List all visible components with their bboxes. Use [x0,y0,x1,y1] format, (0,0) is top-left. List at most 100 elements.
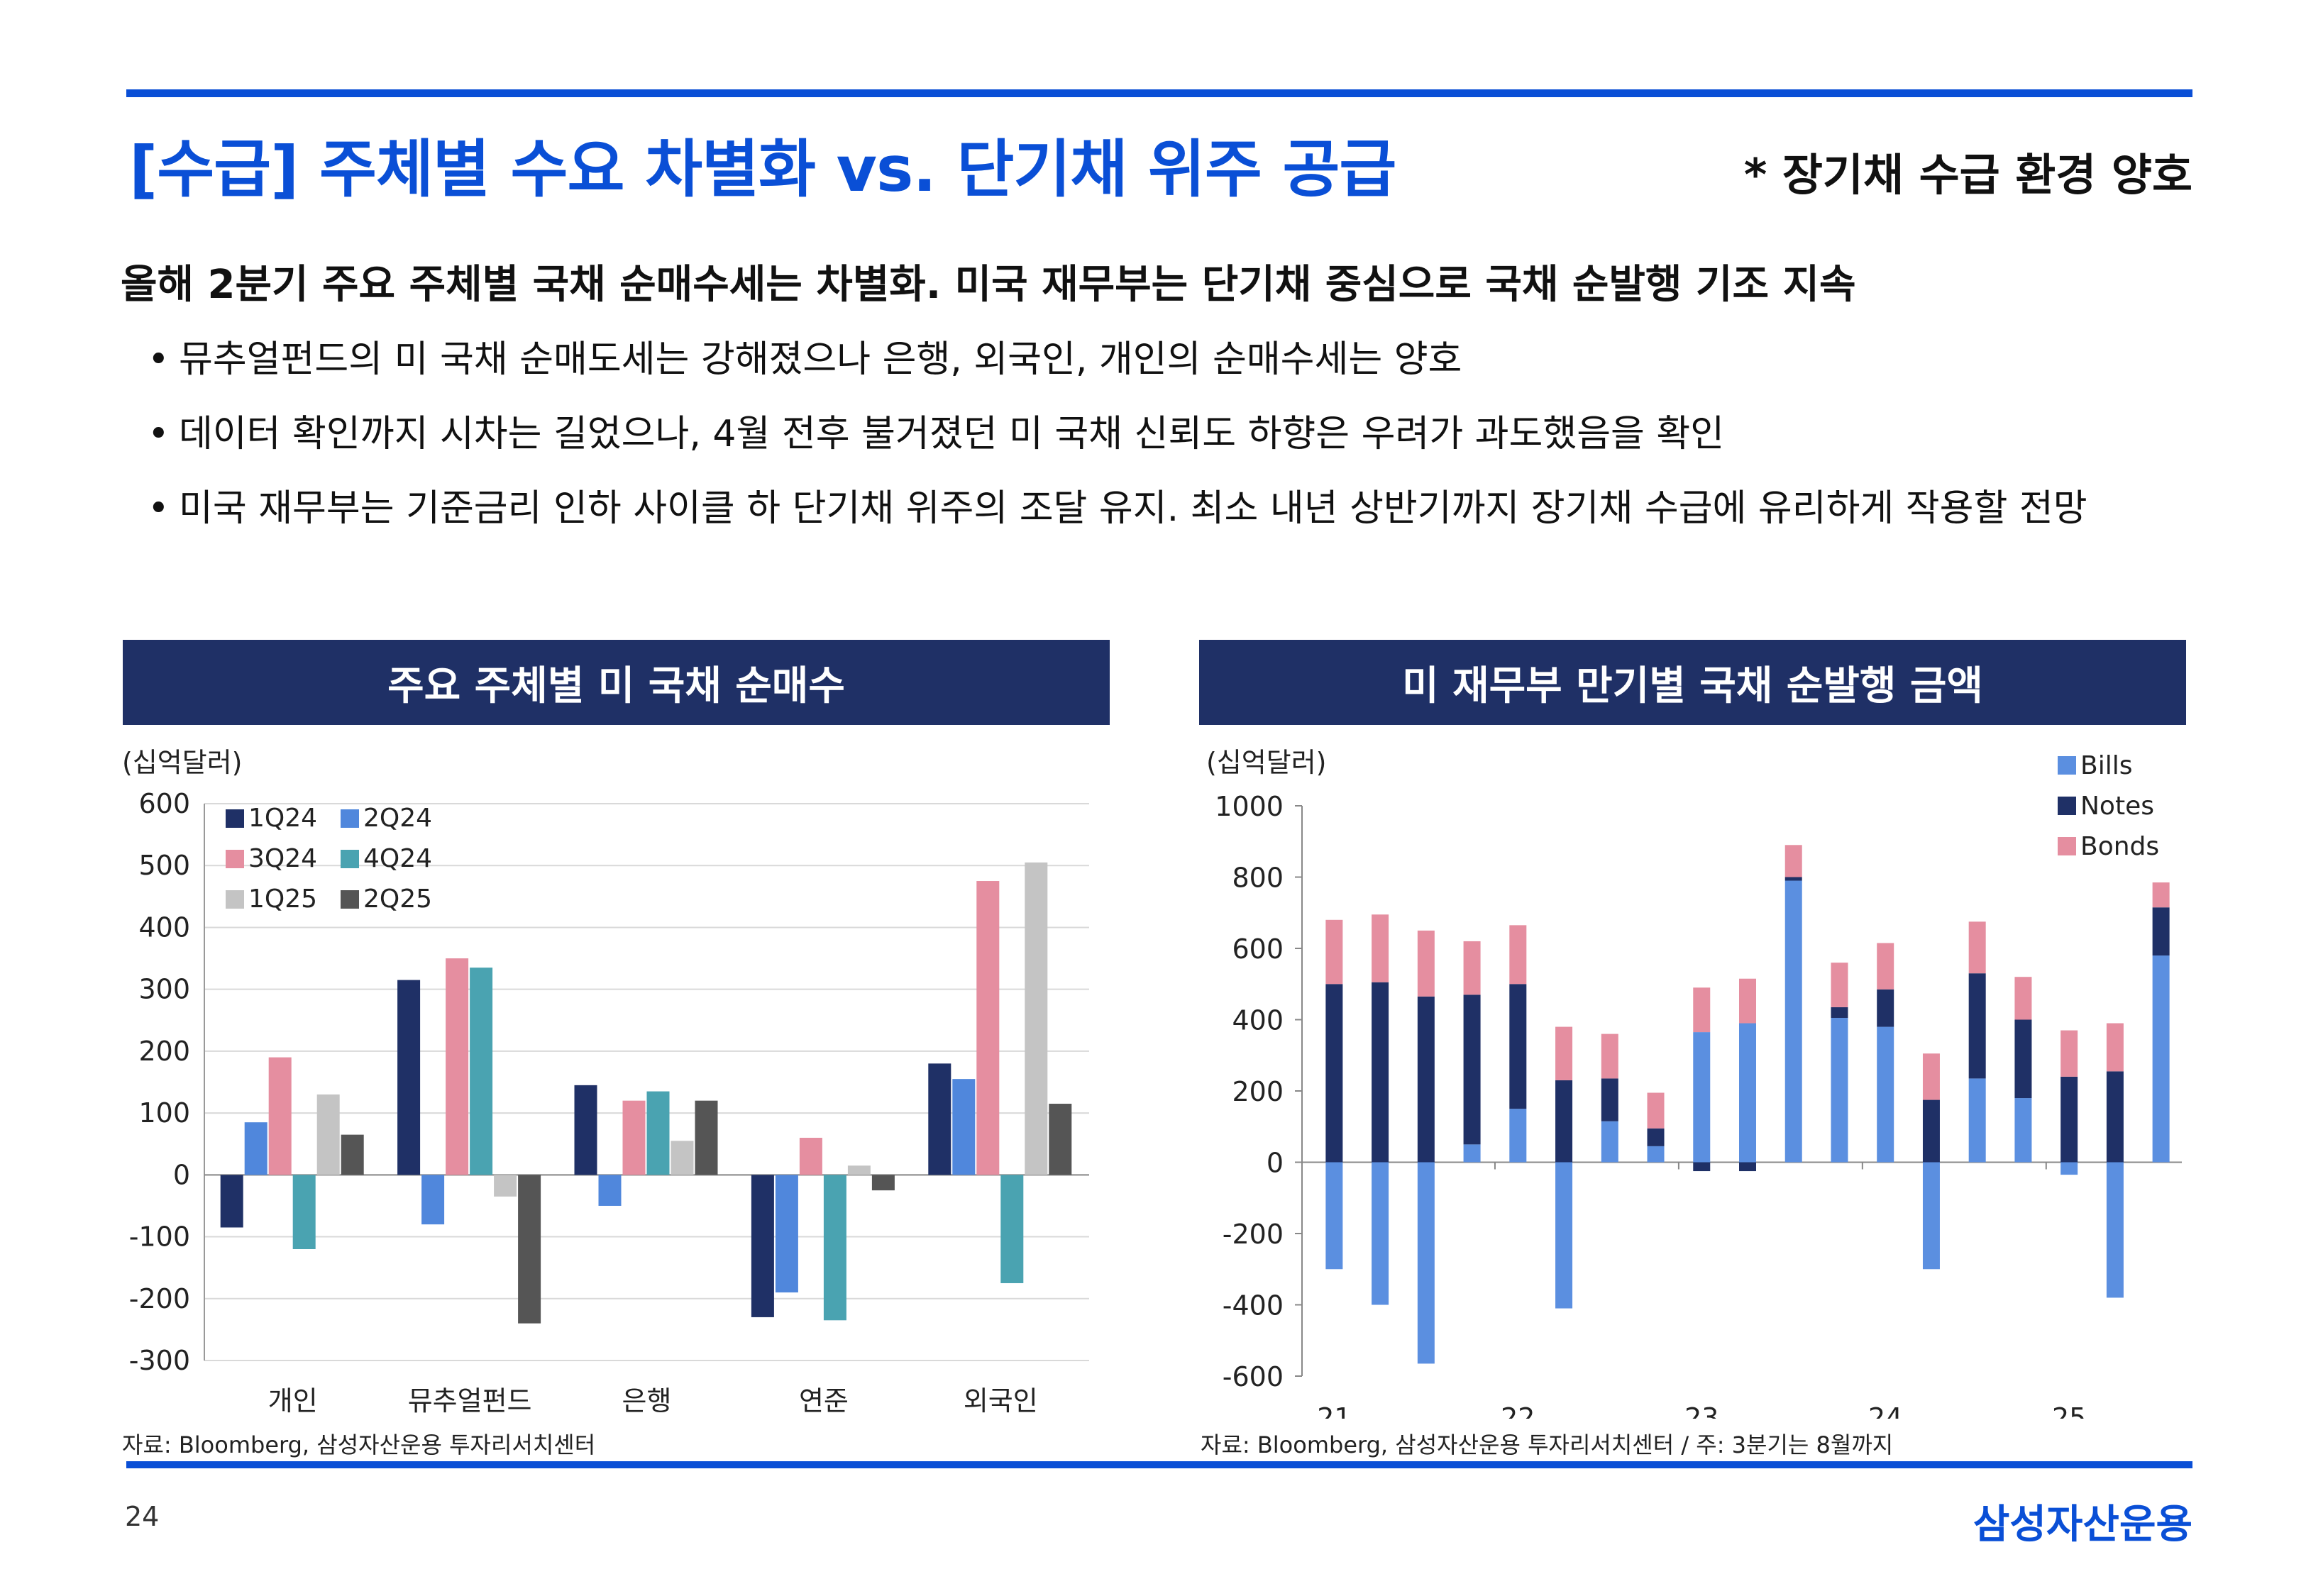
bar-bills [1509,1109,1527,1163]
bar-notes [2014,1019,2032,1099]
legend-swatch [341,850,359,868]
left-chart-header: 주요 주체별 미 국채 순매수 [123,640,1110,725]
legend-swatch [341,809,359,828]
left-chart: 600 500 400 300 200 100 0 -100 -200 -300 개인 뮤추얼펀드 은행… [129,788,1089,1417]
bottom-accent-line [126,1461,2192,1468]
y-tick-label: 300 [138,974,190,1005]
bar-2Q25 [518,1175,541,1324]
y-tick-label: 200 [1232,1076,1284,1107]
legend-label: Notes [2080,792,2154,821]
bar-bonds [1372,914,1389,982]
y-tick-label: 200 [138,1036,190,1067]
y-tick-label: -100 [129,1221,190,1253]
y-tick-label: -200 [1223,1219,1284,1250]
bar-bills [2152,955,2170,1163]
legend-label: 4Q24 [363,844,432,873]
bullet-item: 뮤추얼펀드의 미 국채 순매도세는 강해졌으나 은행, 외국인, 개인의 순매수… [148,323,2087,397]
bar-bonds [1831,963,1848,1007]
y-tick-label: -300 [129,1345,190,1376]
bar-bonds [1647,1092,1665,1129]
bar-1Q25 [316,1094,340,1175]
bar-bills [1877,1026,1894,1163]
bar-notes [1601,1078,1618,1121]
legend-swatch [226,890,244,909]
bar-bonds [1417,930,1435,997]
bar-bonds [1968,921,1986,974]
bar-1Q25 [847,1165,871,1175]
bar-3Q24 [799,1138,822,1175]
legend-label: 1Q24 [248,804,317,833]
bar-1Q25 [494,1175,517,1197]
bar-bonds [1601,1033,1618,1079]
left-chart-source: 자료: Bloomberg, 삼성자산운용 투자리서치센터 [122,1431,596,1458]
legend-label: Bills [2080,751,2132,780]
bar-1Q24 [397,980,421,1175]
bar-bills [1325,1162,1343,1270]
x-tick-label: 은행 [622,1385,672,1417]
bar-2Q24 [421,1175,445,1225]
bar-bonds [2106,1023,2124,1072]
bar-notes [1555,1080,1573,1163]
bar-bills [2014,1098,2032,1163]
bar-notes [1417,996,1435,1163]
bar-2Q25 [1049,1104,1072,1175]
bullet-item: 데이터 확인까지 시차는 길었으나, 4월 전후 불거졌던 미 국채 신뢰도 하… [148,397,2087,472]
legend-swatch [341,890,359,909]
bar-bonds [1739,978,1756,1024]
bar-notes [1693,1162,1711,1172]
bar-bills [1968,1078,1986,1163]
bar-bonds [1693,987,1711,1033]
bar-2Q25 [341,1134,364,1175]
bar-bonds [1463,941,1481,995]
bar-bills [1417,1162,1435,1364]
bullet-list: 뮤추얼펀드의 미 국채 순매도세는 강해졌으나 은행, 외국인, 개인의 순매수… [148,323,2087,546]
bar-bonds [1922,1053,1940,1100]
right-chart-header: 미 재무부 만기별 국채 순발행 금액 [1199,640,2186,725]
y-tick-label: -600 [1223,1361,1284,1392]
y-tick-label: 500 [138,850,190,881]
bar-1Q24 [928,1063,951,1175]
lead-sentence: 올해 2분기 주요 주체별 국채 순매수세는 차별화. 미국 재무부는 단기채 … [121,262,1856,308]
y-tick-label: 100 [138,1097,190,1129]
legend-swatch [2058,797,2076,815]
x-tick-label: 23 [1684,1402,1719,1419]
x-tick-label: 외국인 [964,1385,1038,1417]
bar-notes [1463,994,1481,1145]
bar-notes [2152,907,2170,956]
legend-label: 3Q24 [248,844,317,873]
bar-4Q24 [292,1175,316,1249]
right-chart-source: 자료: Bloomberg, 삼성자산운용 투자리서치센터 / 주: 3분기는 … [1201,1431,1894,1458]
bar-bills [1693,1032,1711,1163]
y-tick-label: -200 [129,1283,190,1314]
bar-2Q24 [952,1079,976,1175]
bar-1Q24 [751,1175,774,1317]
bar-3Q24 [446,958,469,1175]
legend-swatch [226,809,244,828]
y-tick-label: 0 [173,1159,190,1190]
brand-logo: 삼성자산운용 [1973,1502,2192,1548]
legend-swatch [2058,756,2076,775]
title-note: * 장기채 수급 환경 양호 [1743,149,2192,201]
bar-2Q24 [244,1122,267,1175]
bar-notes [1922,1099,1940,1163]
bar-1Q24 [574,1085,597,1175]
x-tick-label: 뮤추얼펀드 [408,1385,532,1417]
legend-swatch [226,850,244,868]
bar-bills [1555,1162,1573,1309]
y-tick-label: 600 [1232,933,1284,965]
x-tick-label: 연준 [799,1385,849,1417]
bar-4Q24 [1000,1175,1024,1283]
bar-notes [1325,984,1343,1163]
bar-notes [2106,1071,2124,1163]
bar-3Q24 [976,881,1000,1175]
bar-3Q24 [622,1100,646,1175]
bar-bills [2106,1162,2124,1298]
bar-notes [1877,989,1894,1027]
y-tick-label: -400 [1223,1290,1284,1321]
legend-swatch [2058,837,2076,855]
bar-4Q24 [823,1175,846,1321]
bar-bonds [1555,1026,1573,1080]
bar-bonds [2152,882,2170,908]
y-tick-label: 600 [138,788,190,819]
bar-1Q25 [671,1141,694,1175]
